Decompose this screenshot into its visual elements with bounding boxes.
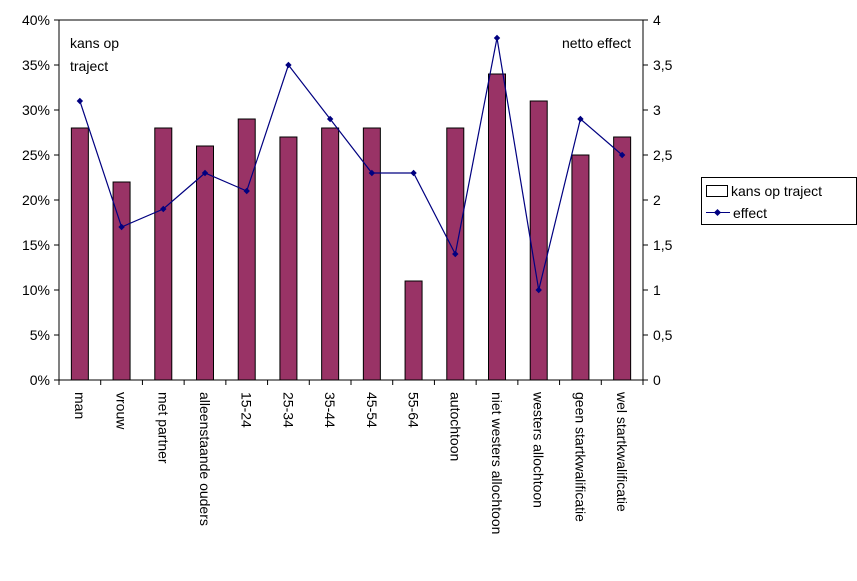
category-label: alleenstaande ouders: [197, 392, 213, 526]
bar: [112, 181, 131, 381]
left-axis-tick-label: 40%: [22, 12, 50, 28]
annotation-right: netto effect: [562, 35, 631, 51]
effect-point: [118, 223, 125, 231]
right-axis-tick-label: 1: [653, 282, 661, 298]
right-axis-tick-label: 3,5: [653, 57, 673, 73]
right-axis-tick-label: 0: [653, 372, 661, 388]
bar: [571, 154, 590, 381]
effect-line: [79, 37, 623, 291]
annotation-left-line1: kans op: [70, 35, 119, 51]
effect-point: [243, 187, 250, 195]
effect-point: [160, 205, 167, 213]
bar: [404, 280, 423, 381]
legend-bar-swatch: [706, 185, 728, 197]
category-label: wel startkwalificatie: [614, 391, 630, 512]
category-label: niet westers allochtoon: [489, 392, 505, 534]
effect-point: [493, 34, 501, 42]
right-axis-tick-label: 2,5: [653, 147, 673, 163]
category-label: 55-64: [406, 392, 422, 428]
category-label: geen startkwalificatie: [572, 392, 588, 522]
bar: [613, 136, 632, 381]
left-axis-tick-label: 10%: [22, 282, 50, 298]
category-label: westers allochtoon: [531, 391, 547, 508]
legend-label-line: effect: [733, 205, 767, 221]
right-axis-tick-label: 4: [653, 12, 661, 28]
bar: [237, 118, 256, 381]
right-axis-tick-label: 1,5: [653, 237, 673, 253]
legend: kans op traject effect: [701, 177, 857, 225]
bar: [362, 127, 381, 381]
plot-area: [58, 19, 644, 381]
left-axis-tick-label: 15%: [22, 237, 50, 253]
left-axis-tick-label: 5%: [30, 327, 50, 343]
category-label: 15-24: [239, 392, 255, 428]
left-axis-tick-label: 25%: [22, 147, 50, 163]
legend-label-bar: kans op traject: [731, 183, 823, 199]
right-axis-tick-label: 3: [653, 102, 661, 118]
bar: [154, 127, 173, 381]
effect-point: [326, 115, 334, 123]
bar: [70, 127, 89, 381]
effect-point: [76, 97, 84, 105]
effect-point: [452, 250, 459, 258]
right-axis-tick-label: 2: [653, 192, 661, 208]
effect-point: [285, 61, 292, 69]
legend-item-line: effect: [706, 204, 767, 222]
left-axis-tick-label: 20%: [22, 192, 50, 208]
annotation-left-line2: traject: [70, 58, 108, 74]
category-label: met partner: [155, 392, 171, 464]
left-axis-tick-label: 30%: [22, 102, 50, 118]
category-label: 25-34: [280, 392, 296, 428]
category-label: autochtoon: [447, 392, 463, 461]
effect-point: [618, 151, 626, 159]
bar: [488, 73, 506, 381]
bar: [529, 100, 548, 381]
left-axis-tick-label: 35%: [22, 57, 50, 73]
category-label: man: [72, 392, 88, 419]
left-axis-tick-label: 0%: [30, 372, 50, 388]
effect-point: [577, 115, 584, 123]
category-label: 35-44: [322, 392, 338, 428]
legend-item-bar: kans op traject: [706, 182, 822, 200]
effect-point: [535, 286, 542, 294]
effect-point: [201, 169, 209, 177]
effect-point: [368, 169, 376, 177]
effect-point: [410, 169, 417, 177]
bar: [279, 136, 298, 381]
bar: [321, 127, 340, 381]
bar: [196, 145, 214, 381]
category-label: vrouw: [114, 392, 130, 430]
right-axis-tick-label: 0,5: [653, 327, 673, 343]
legend-line-swatch: [706, 207, 730, 219]
category-label: 45-54: [364, 392, 380, 428]
